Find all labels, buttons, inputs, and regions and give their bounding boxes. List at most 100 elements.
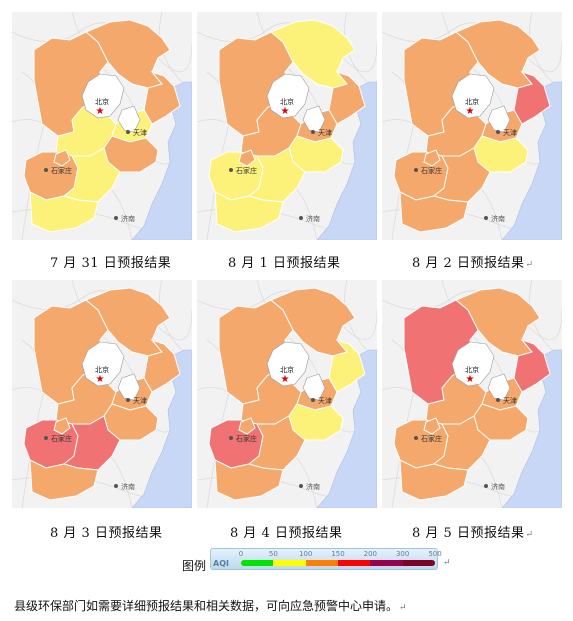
- city-label-beijing: 北京: [95, 97, 109, 106]
- region-s: [247, 415, 306, 471]
- tianjin-region: [117, 105, 141, 133]
- region-s: [432, 415, 491, 471]
- beijing-region: [81, 341, 125, 387]
- region-ss: [399, 191, 469, 233]
- beijing-region: [266, 73, 310, 119]
- legend-tick: 0: [238, 550, 244, 558]
- legend-tick: 300: [395, 550, 410, 558]
- city-dot: [126, 130, 130, 134]
- city-label-tianjin: 天津: [318, 397, 332, 405]
- region-e: [328, 338, 366, 393]
- legend-swatch: [402, 560, 435, 566]
- city-dot: [484, 216, 488, 220]
- city-label-beijing: 北京: [280, 97, 294, 106]
- beijing-star-icon: ★: [466, 374, 475, 385]
- city-dot: [299, 484, 303, 488]
- city-label-beijing: 北京: [95, 365, 109, 374]
- beijing-region: [451, 341, 495, 387]
- region-sc: [423, 417, 441, 435]
- return-mark-icon: ↵: [525, 530, 534, 540]
- legend-tick: 50: [268, 550, 278, 558]
- beijing-star-icon: ★: [466, 106, 475, 117]
- forecast-map-2: ★ 北京 天津 石家庄 济南: [197, 12, 377, 240]
- forecast-map-5: ★ 北京 天津 石家庄 济南: [197, 280, 377, 508]
- region-ss: [29, 191, 99, 233]
- city-dot: [229, 436, 233, 440]
- legend-swatch: [305, 560, 338, 566]
- region-ss: [399, 459, 469, 501]
- aqi-legend: 图例 0 50 100 150 200 300 500 AQI ↵: [166, 548, 456, 574]
- return-mark-icon: ↵: [399, 603, 407, 613]
- forecast-caption-1: 7 月 31 日预报结果: [50, 256, 172, 271]
- tianjin-region: [302, 373, 326, 401]
- city-dot: [311, 130, 315, 134]
- legend-scale: 0 50 100 150 200 300 500 AQI: [210, 548, 442, 570]
- city-dot: [496, 130, 500, 134]
- bohai-sea: [501, 81, 562, 240]
- city-dot: [114, 216, 118, 220]
- forecast-caption-2: 8 月 1 日预报结果: [228, 256, 341, 271]
- legend-tick: 200: [363, 550, 378, 558]
- city-dot: [299, 216, 303, 220]
- beijing-region: [451, 73, 495, 119]
- beijing-star-icon: ★: [96, 374, 105, 385]
- forecast-map-6: ★ 北京 天津 石家庄 济南: [382, 280, 562, 508]
- city-dot: [126, 398, 130, 402]
- beijing-region: [81, 73, 125, 119]
- beijing-region: [266, 341, 310, 387]
- bohai-sea: [316, 81, 377, 240]
- legend-swatch: [370, 560, 403, 566]
- city-dot: [311, 398, 315, 402]
- city-label-shijiazhuang: 石家庄: [236, 434, 257, 443]
- city-label-tianjin: 天津: [503, 129, 517, 137]
- region-s: [432, 147, 491, 203]
- city-label-shijiazhuang: 石家庄: [421, 166, 442, 175]
- bohai-sea: [131, 81, 192, 240]
- region-ss: [29, 459, 99, 501]
- city-label-beijing: 北京: [465, 97, 479, 106]
- city-dot: [414, 168, 418, 172]
- region-sc: [238, 149, 256, 167]
- city-dot: [484, 484, 488, 488]
- region-s: [62, 147, 121, 203]
- region-e: [328, 70, 366, 125]
- footnote: 县级环保部门如需要详细预报结果和相关数据，可向应急预警中心申请。↵: [14, 599, 407, 613]
- return-mark-icon: ↵: [443, 558, 451, 568]
- beijing-star-icon: ★: [96, 106, 105, 117]
- bohai-sea: [316, 349, 377, 508]
- region-sc: [53, 417, 71, 435]
- tianjin-region: [302, 105, 326, 133]
- city-dot: [414, 436, 418, 440]
- forecast-map-4: ★ 北京天津石家庄济南: [12, 280, 192, 508]
- city-dot: [496, 398, 500, 402]
- city-label-beijing: 北京: [280, 365, 294, 374]
- bohai-sea: [131, 349, 192, 508]
- legend-ticks: 0 50 100 150 200 300 500: [238, 550, 442, 558]
- region-sc: [238, 417, 256, 435]
- city-label-jinan: 济南: [491, 482, 505, 491]
- return-mark-icon: ↵: [525, 260, 534, 270]
- forecast-map-1: ★ 北京 天津 石家庄 济南: [12, 12, 192, 240]
- tianjin-region: [117, 373, 141, 401]
- region-sc: [423, 149, 441, 167]
- region-s: [62, 415, 121, 471]
- city-label-shijiazhuang: 石家庄: [51, 434, 72, 443]
- city-label-jinan: 济南: [306, 214, 320, 223]
- city-label-shijiazhuang: 石家庄: [236, 166, 257, 175]
- region-sc: [53, 149, 71, 167]
- bohai-sea: [501, 349, 562, 508]
- tianjin-region: [487, 105, 511, 133]
- city-label-jinan: 济南: [121, 482, 135, 491]
- city-label-tianjin: 天津: [133, 397, 147, 405]
- beijing-star-icon: ★: [281, 374, 290, 385]
- city-label-tianjin: 天津: [503, 397, 517, 405]
- legend-aqi-label: AQI: [213, 559, 229, 568]
- region-e: [513, 70, 551, 125]
- forecast-map-3: ★ 北京 天津 石家庄 济南: [382, 12, 562, 240]
